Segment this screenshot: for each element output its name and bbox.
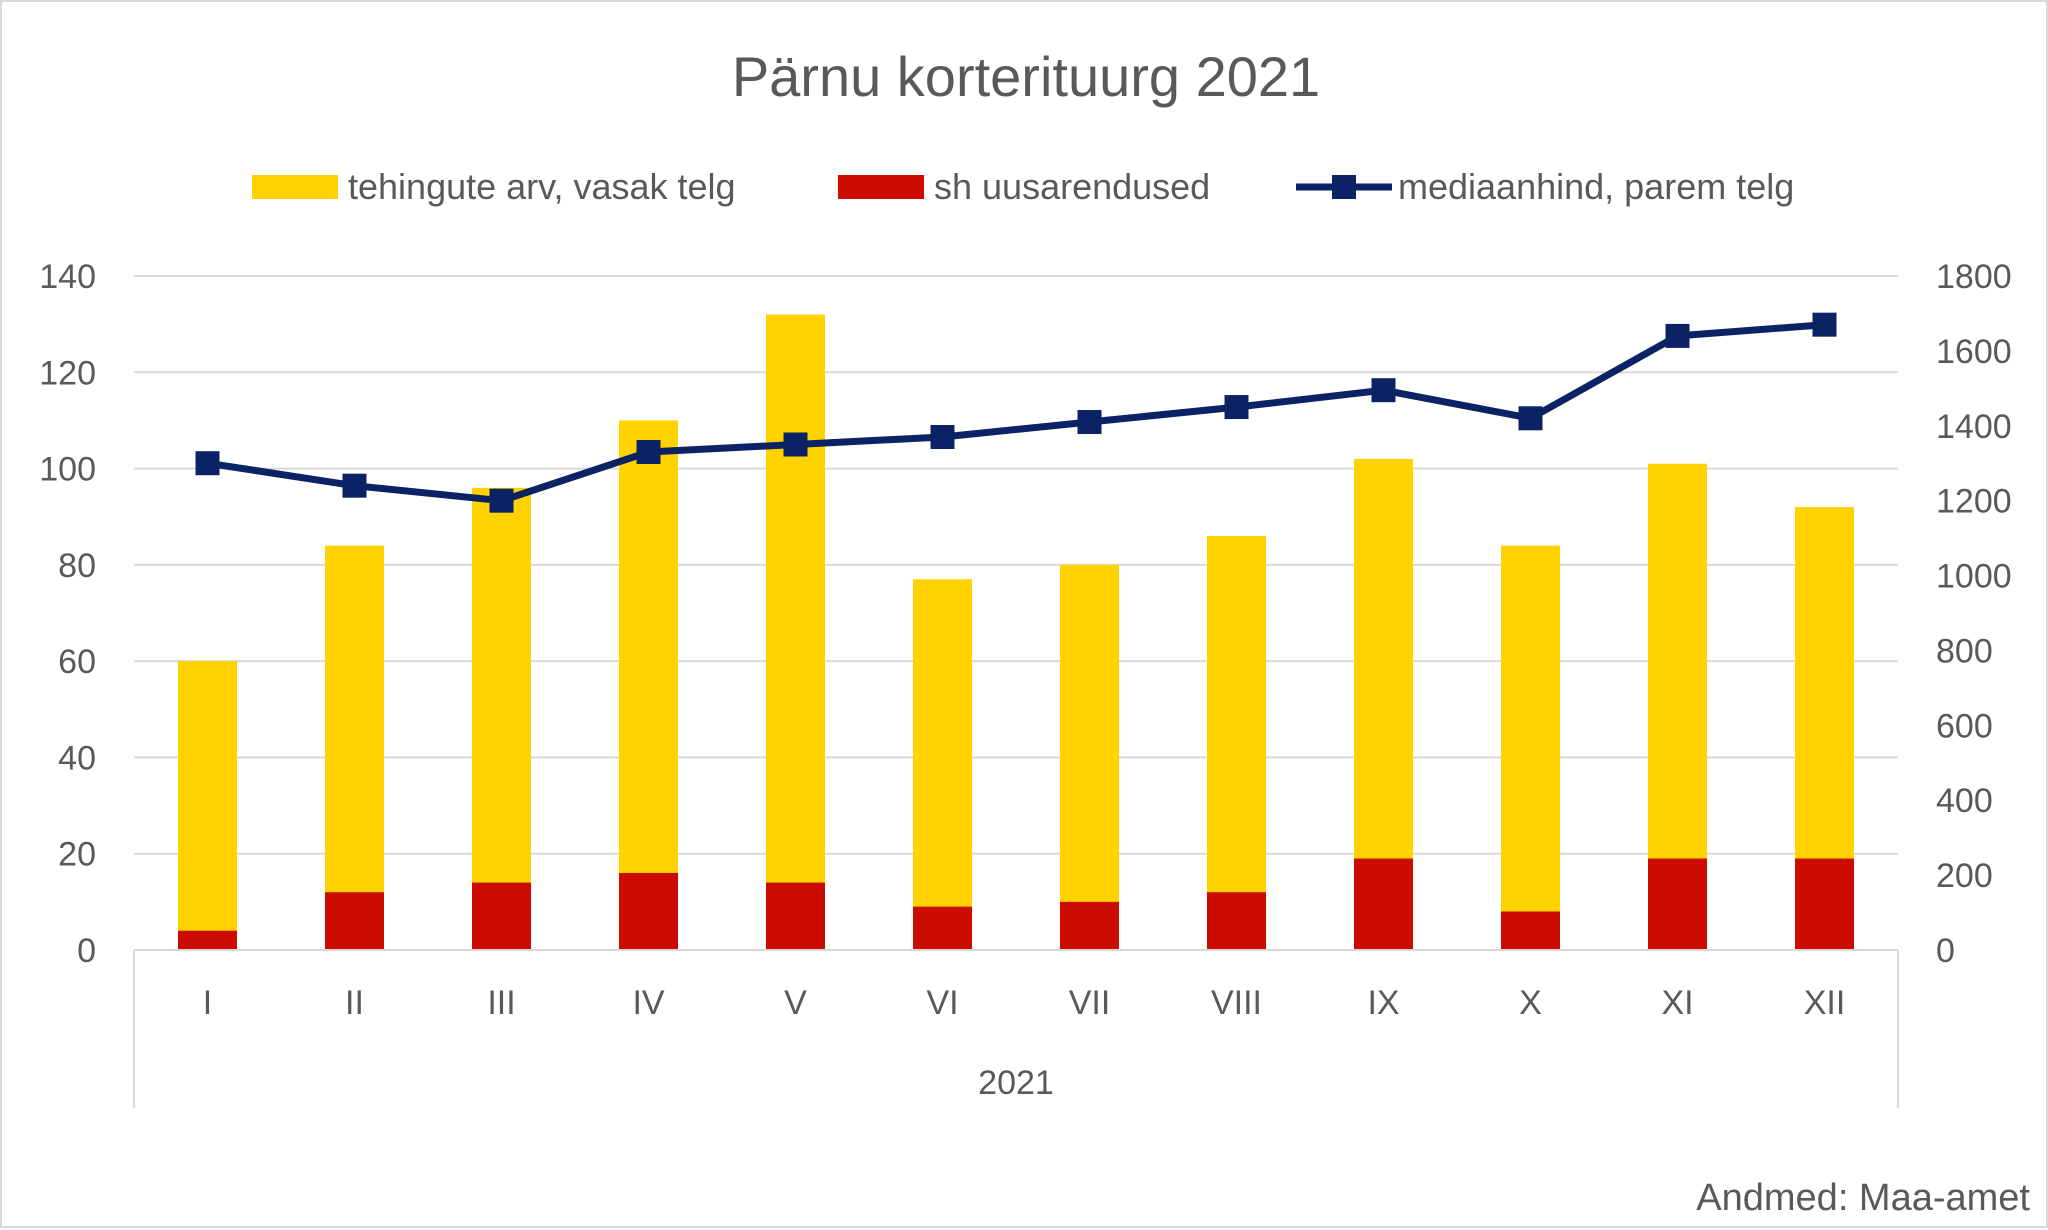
right-tick-label: 800 [1936, 632, 1993, 670]
bar-new [1354, 858, 1413, 950]
left-tick-label: 100 [39, 451, 96, 489]
bar-new [619, 872, 678, 950]
bar-new [472, 882, 531, 950]
bar-total [178, 661, 237, 950]
x-tick-label: XI [1661, 984, 1693, 1022]
bar-total [472, 487, 531, 950]
left-tick-label: 120 [39, 354, 96, 392]
chart-title: Pärnu korterituurg 2021 [732, 45, 1320, 108]
median-point [342, 473, 367, 498]
bar-total [1207, 535, 1266, 950]
right-tick-label: 600 [1936, 707, 1993, 745]
bar-total [325, 545, 384, 950]
x-group-label: 2021 [978, 1064, 1054, 1102]
left-axis-ticks: 0 20 40 60 80 100 120 140 [39, 258, 96, 970]
bar-new [1060, 901, 1119, 950]
gridlines [134, 275, 1898, 855]
right-tick-label: 1800 [1936, 258, 2012, 296]
x-tick-label: III [487, 984, 515, 1022]
bar-new [178, 930, 237, 950]
right-tick-label: 200 [1936, 857, 1993, 895]
source-note: Andmed: Maa-amet [1696, 1177, 2030, 1219]
legend: tehingute arv, vasak telg sh uusarenduse… [252, 166, 1794, 207]
bars-new [178, 858, 1854, 950]
legend-swatch-total [252, 175, 338, 199]
right-tick-label: 1400 [1936, 408, 2012, 446]
right-tick-label: 0 [1936, 932, 1955, 970]
median-point [783, 432, 808, 457]
median-point [930, 425, 955, 450]
x-tick-label: X [1519, 984, 1542, 1022]
x-tick-label: XII [1804, 984, 1846, 1022]
median-polyline [206, 321, 1825, 505]
right-tick-label: 1600 [1936, 333, 2012, 371]
median-point [489, 488, 514, 513]
right-tick-label: 400 [1936, 782, 1993, 820]
right-tick-label: 1000 [1936, 558, 2012, 596]
bar-new [1501, 911, 1560, 950]
x-tick-label: IX [1367, 984, 1399, 1022]
median-point [195, 451, 220, 476]
median-point [1812, 312, 1837, 337]
median-point [636, 439, 661, 464]
median-point [1224, 395, 1249, 420]
x-tick-label: VI [926, 984, 958, 1022]
bar-total [619, 420, 678, 950]
x-tick-label: V [784, 984, 807, 1022]
median-point [1665, 323, 1690, 348]
bar-total [1060, 564, 1119, 950]
bar-total [766, 314, 825, 950]
median-point [1371, 378, 1396, 403]
legend-swatch-new [838, 175, 924, 199]
left-tick-label: 60 [58, 643, 96, 681]
bar-new [766, 882, 825, 950]
legend-label-median: mediaanhind, parem telg [1398, 166, 1794, 207]
left-tick-label: 0 [77, 932, 96, 970]
right-axis-ticks: 0 200 400 600 800 1000 1200 1400 1600 1800 [1936, 258, 2012, 970]
bar-new [1207, 892, 1266, 950]
bar-new [1795, 858, 1854, 950]
x-tick-label: IV [632, 984, 664, 1022]
x-tick-label: VIII [1211, 984, 1262, 1022]
left-tick-label: 20 [58, 836, 96, 874]
right-tick-label: 1200 [1936, 483, 2012, 521]
left-tick-label: 140 [39, 258, 96, 296]
x-tick-label: I [203, 984, 212, 1022]
bar-new [913, 906, 972, 950]
median-point [1518, 406, 1543, 431]
median-point [1077, 410, 1102, 435]
legend-marker-median [1332, 175, 1356, 199]
left-tick-label: 80 [58, 547, 96, 585]
x-tick-label: VII [1069, 984, 1111, 1022]
bar-total [913, 579, 972, 950]
median-line [195, 312, 1837, 513]
bar-total [1501, 545, 1560, 950]
left-tick-label: 40 [58, 739, 96, 777]
bar-new [1648, 858, 1707, 950]
bar-new [325, 892, 384, 950]
legend-label-new: sh uusarendused [934, 166, 1210, 207]
legend-label-total: tehingute arv, vasak telg [348, 166, 736, 207]
x-tick-label: II [345, 984, 364, 1022]
